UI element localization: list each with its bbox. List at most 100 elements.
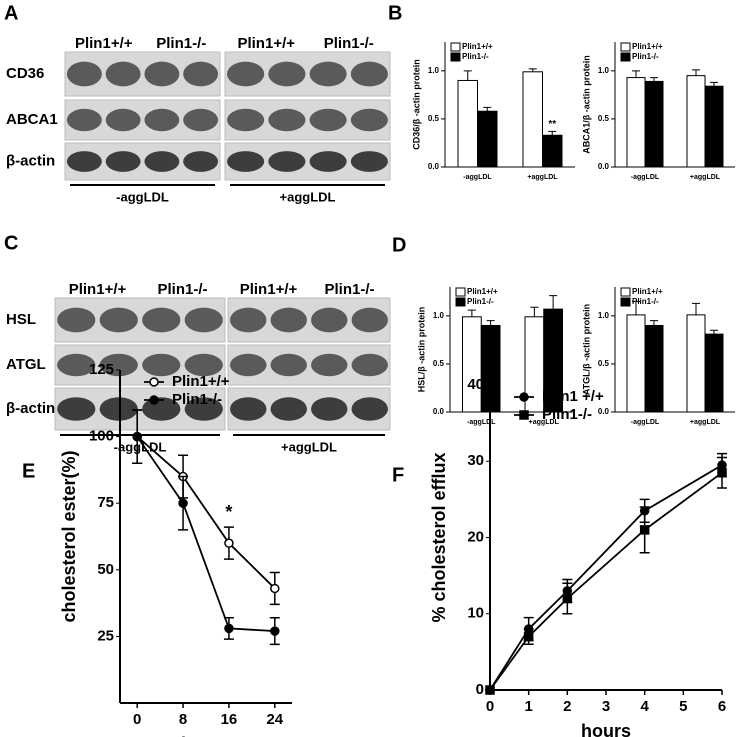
legend-label: Plin1+/+ xyxy=(632,42,663,51)
annotation: ** xyxy=(548,119,556,130)
lane-label: Plin1-/- xyxy=(324,281,374,298)
marker xyxy=(132,431,142,442)
legend-key xyxy=(620,52,631,62)
row-label: CD36 xyxy=(6,65,44,82)
y-tick-label: 1.0 xyxy=(433,311,445,320)
bar xyxy=(477,110,498,168)
bar xyxy=(704,85,724,168)
row-label: ABCA1 xyxy=(6,111,58,128)
bar xyxy=(522,71,543,168)
y-axis-label: CD36/β -actin protein xyxy=(411,59,421,150)
y-tick-label: 0 xyxy=(476,681,484,698)
y-tick-label: 40 xyxy=(467,376,484,393)
x-tick-label: 0 xyxy=(486,698,494,715)
x-axis-label: hours xyxy=(581,721,631,737)
y-tick-label: 0.5 xyxy=(598,359,610,368)
marker xyxy=(270,583,280,594)
blot-band xyxy=(230,353,267,377)
y-tick-label: 0.5 xyxy=(433,359,445,368)
blot-band xyxy=(144,151,180,172)
legend-label: Plin1-/- xyxy=(632,52,659,61)
error-bar xyxy=(548,130,557,136)
marker xyxy=(224,623,234,634)
y-tick-label: 50 xyxy=(97,561,114,578)
condition-bar xyxy=(233,434,385,436)
blot-band xyxy=(270,307,307,333)
panel-label: B xyxy=(388,2,402,24)
y-tick-label: 125 xyxy=(89,361,114,378)
y-tick-label: 100 xyxy=(89,428,114,445)
blot-band xyxy=(184,397,223,421)
legend-label: Plin1+/+ xyxy=(172,373,230,390)
error-bar xyxy=(467,309,476,317)
legend-key xyxy=(450,52,461,62)
blot-band xyxy=(105,108,141,132)
error-bar xyxy=(710,329,718,335)
x-axis-label: hours xyxy=(181,734,231,737)
x-tick-label: +aggLDL xyxy=(690,419,721,426)
lane-label: Plin1+/+ xyxy=(69,281,127,298)
annotation: * xyxy=(225,502,232,522)
error-bar xyxy=(710,81,718,87)
blot-band xyxy=(144,61,180,87)
blot-band xyxy=(66,151,102,172)
blot-band xyxy=(227,151,265,172)
blot-band xyxy=(311,307,348,333)
legend-key xyxy=(620,297,631,307)
bar xyxy=(626,314,646,413)
x-tick-label: 4 xyxy=(640,698,649,715)
blot-band xyxy=(309,61,347,87)
blot-band xyxy=(183,108,219,132)
marker xyxy=(149,395,159,405)
legend-label: Plin1-/- xyxy=(632,297,659,306)
legend-label: Plin1 +/+ xyxy=(542,388,604,405)
x-tick-label: 1 xyxy=(524,698,532,715)
x-tick-label: 8 xyxy=(179,711,187,728)
blot-band xyxy=(350,108,388,132)
y-axis-label: % cholesterol efflux xyxy=(429,452,449,622)
blot-band xyxy=(311,353,348,377)
x-tick-label: -aggLDL xyxy=(631,419,660,426)
blot-band xyxy=(57,353,96,377)
bar xyxy=(542,134,563,168)
lane-label: Plin1-/- xyxy=(324,35,374,52)
error-bar xyxy=(692,302,700,315)
error-bar xyxy=(486,320,495,326)
marker xyxy=(149,377,159,387)
lane-label: Plin1+/+ xyxy=(237,35,295,52)
bar xyxy=(686,314,706,413)
panel-label: C xyxy=(4,232,18,254)
x-tick-label: +aggLDL xyxy=(527,174,558,181)
blot-band xyxy=(268,108,306,132)
legend-label: Plin1+/+ xyxy=(462,42,493,51)
y-tick-label: 0.0 xyxy=(428,162,440,171)
blot-band xyxy=(227,108,265,132)
x-tick-label: -aggLDL xyxy=(463,174,492,181)
blot-band xyxy=(230,397,267,421)
lane-label: Plin1-/- xyxy=(156,35,206,52)
row-label: β-actin xyxy=(6,400,55,417)
blot-band xyxy=(105,151,141,172)
error-bar xyxy=(650,320,658,326)
bar xyxy=(644,80,664,168)
series-line xyxy=(489,471,723,691)
panel-label: F xyxy=(392,464,404,486)
y-tick-label: 75 xyxy=(97,494,114,511)
bar xyxy=(644,324,664,413)
bar xyxy=(686,75,706,168)
blot-band xyxy=(105,61,141,87)
x-tick-label: 24 xyxy=(266,711,283,728)
panel-label: A xyxy=(4,2,18,24)
y-tick-label: 0.5 xyxy=(428,114,440,123)
error-bar xyxy=(483,106,492,112)
row-label: HSL xyxy=(6,311,36,328)
marker xyxy=(178,498,188,508)
x-tick-label: -aggLDL xyxy=(467,419,496,426)
blot-band xyxy=(184,353,223,377)
y-tick-label: 1.0 xyxy=(428,66,440,75)
blot-band xyxy=(270,353,307,377)
error-bar xyxy=(650,77,658,82)
blot-band xyxy=(99,397,138,421)
blot-band xyxy=(57,307,96,333)
